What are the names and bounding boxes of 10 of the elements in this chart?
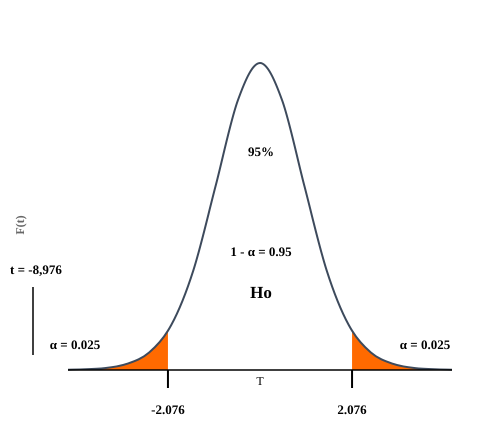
text: t = -8,976 <box>10 262 62 277</box>
annotation: α = 0.025 <box>50 337 101 352</box>
x-tick-label: -2.076 <box>151 402 186 417</box>
annotation: α = 0.025 <box>400 337 451 352</box>
x-axis-title: T <box>256 374 264 388</box>
y-axis-title: F(t) <box>13 215 27 235</box>
annotation: 1 - α = 0.95 <box>230 244 292 259</box>
x-tick-label: 2.076 <box>337 402 368 417</box>
annotation: 95% <box>248 144 274 159</box>
annotation: Ho <box>250 283 272 302</box>
